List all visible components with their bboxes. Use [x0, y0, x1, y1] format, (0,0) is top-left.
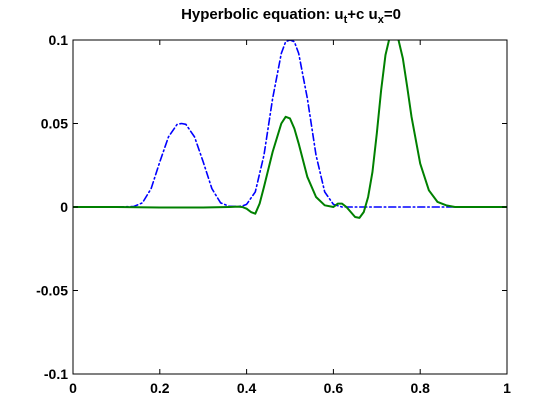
x-tick-label: 0.6 — [324, 380, 344, 396]
title-part: Hyperbolic equation: u — [181, 6, 344, 23]
title-part: x — [378, 14, 385, 26]
y-tick-label: -0.1 — [44, 366, 68, 382]
title-part: =0 — [384, 6, 401, 23]
x-tick-label: 0.2 — [150, 380, 170, 396]
y-tick-label: -0.05 — [36, 283, 68, 299]
series-line-2 — [73, 40, 507, 219]
y-tick-label: 0 — [60, 199, 68, 215]
x-tick-label: 0.8 — [410, 380, 430, 396]
x-tick-label: 0 — [69, 380, 77, 396]
ticks: 0 0.2 0.4 0.6 0.8 1 -0.1 -0.05 0 0.05 0.1 — [36, 32, 511, 396]
plot-area — [73, 40, 507, 219]
x-tick-label: 1 — [503, 380, 511, 396]
y-tick-label: 0.05 — [41, 116, 68, 132]
y-tick-label: 0.1 — [49, 32, 69, 48]
chart-title: Hyperbolic equation: ut+c ux=0 — [181, 6, 401, 26]
title-part: t — [344, 14, 348, 26]
series-line-1 — [73, 40, 507, 208]
title-part: +c u — [347, 6, 377, 23]
x-tick-label: 0.4 — [237, 380, 257, 396]
